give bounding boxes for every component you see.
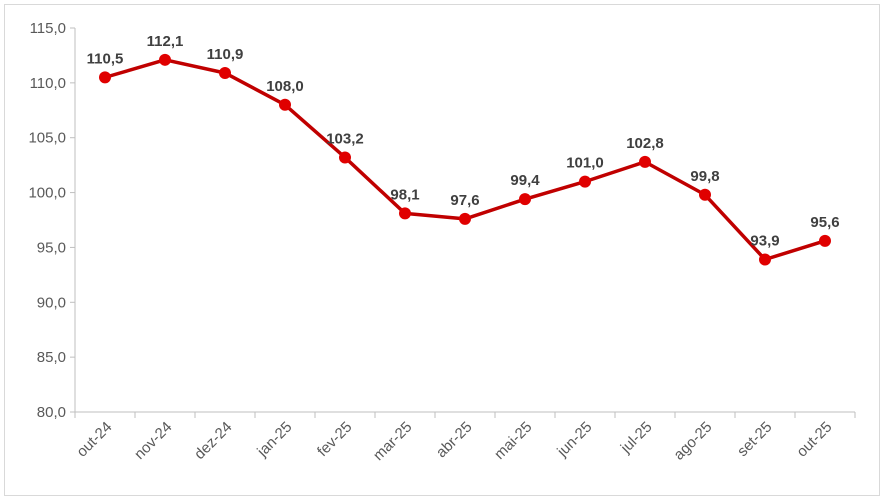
data-label: 108,0 <box>266 78 304 95</box>
x-tick-label: out-24 <box>73 419 115 461</box>
x-tick-label: mai-25 <box>491 419 535 463</box>
x-tick-label: set-25 <box>734 419 776 461</box>
data-label: 112,1 <box>147 33 184 50</box>
x-tick-label: mar-25 <box>370 419 416 465</box>
data-point <box>99 71 111 84</box>
data-point <box>339 151 351 164</box>
y-tick-label: 110,0 <box>30 75 66 92</box>
data-point <box>279 98 291 111</box>
data-point <box>459 212 471 225</box>
data-point <box>219 66 231 79</box>
data-point <box>159 53 171 66</box>
data-label: 103,2 <box>326 130 364 147</box>
x-tick-label: out-25 <box>793 419 835 461</box>
x-tick-label: jan-25 <box>253 419 295 461</box>
data-point <box>579 175 591 188</box>
data-label: 95,6 <box>810 214 839 231</box>
y-tick-label: 100,0 <box>28 185 66 202</box>
data-point <box>399 207 411 220</box>
data-point <box>519 193 531 206</box>
data-label: 110,9 <box>207 46 244 63</box>
data-labels: 110,5 112,1 110,9 108,0 103,2 98,1 97,6 99,4 101… <box>87 33 840 250</box>
data-point <box>819 234 831 247</box>
y-tick-label: 115,0 <box>30 20 66 37</box>
data-point <box>759 253 771 266</box>
chart-frame <box>4 4 880 496</box>
series-group <box>99 53 831 266</box>
y-tick-label: 80,0 <box>37 404 66 421</box>
x-tick-label: nov-24 <box>131 419 175 463</box>
x-tick-label: abr-25 <box>433 419 476 462</box>
data-label: 110,5 <box>87 50 124 67</box>
x-tick-label: fev-25 <box>314 419 356 461</box>
data-point <box>699 188 711 201</box>
data-label: 97,6 <box>450 192 479 209</box>
axes <box>74 28 855 413</box>
data-label: 99,4 <box>510 172 540 189</box>
data-label: 99,8 <box>690 168 719 185</box>
x-tick-label: dez-24 <box>191 419 235 463</box>
data-label: 93,9 <box>750 232 779 249</box>
data-label: 101,0 <box>566 155 604 172</box>
y-tick-label: 105,0 <box>28 130 66 147</box>
data-label: 98,1 <box>390 186 419 203</box>
data-label: 102,8 <box>626 135 664 152</box>
series-line <box>104 58 826 262</box>
x-tick-label: jul-25 <box>617 419 656 458</box>
x-tick-label: jun-25 <box>553 419 595 461</box>
y-axis-ticks: 80,0 85,0 90,0 95,0 100,0 105,0 110,0 115,0 <box>28 20 75 421</box>
y-tick-label: 90,0 <box>37 294 66 311</box>
y-tick-label: 95,0 <box>37 239 66 256</box>
x-axis-ticks: out-24 nov-24 dez-24 jan-25 fev-25 mar-25 abr-… <box>73 412 856 465</box>
data-point <box>639 155 651 168</box>
x-tick-label: ago-25 <box>670 419 715 464</box>
y-tick-label: 85,0 <box>37 349 66 366</box>
